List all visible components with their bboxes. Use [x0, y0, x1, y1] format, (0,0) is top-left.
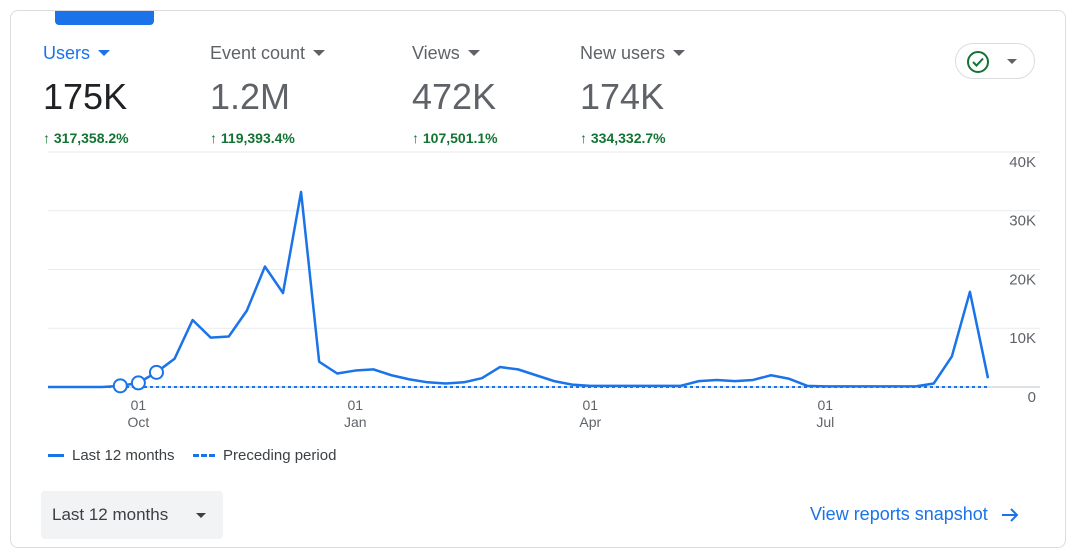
- metric-change: 107,501.1%: [422, 130, 498, 146]
- legend-swatch: [48, 454, 64, 457]
- metric-change: 119,393.4%: [220, 130, 295, 146]
- legend-label: Last 12 months: [72, 447, 175, 464]
- legend-label: Preceding period: [223, 447, 337, 464]
- y-tick-label: 20K: [1009, 271, 1036, 288]
- metric-change-row: ↑ 119,393.4%: [210, 130, 325, 146]
- metric-change: 317,358.2%: [53, 130, 129, 146]
- metric-name: Views: [412, 42, 460, 63]
- metric-change-row: ↑ 107,501.1%: [412, 130, 498, 146]
- metric-value: 174K: [580, 76, 665, 117]
- metric-value: 175K: [43, 76, 128, 117]
- metric-name: Event count: [210, 42, 306, 63]
- caret: [673, 50, 686, 56]
- metric-change: 334,332.7%: [590, 130, 666, 146]
- metric-change-row: ↑ 334,332.7%: [580, 130, 685, 146]
- range-dropdown[interactable]: Last 12 months: [41, 491, 223, 539]
- metric-label: Users: [43, 40, 129, 66]
- y-tick-label: 30K: [1009, 213, 1036, 230]
- metric-value: 472K: [412, 76, 497, 117]
- status-dropdown[interactable]: [955, 43, 1035, 79]
- x-tick-label: 01 Jul: [816, 397, 835, 430]
- view-snapshot-link[interactable]: View reports snapshot: [810, 504, 1020, 525]
- metric-value: 1.2M: [210, 76, 291, 117]
- up-arrow: ↑: [43, 130, 54, 146]
- arrow-icon: [1001, 507, 1019, 522]
- status-icon: [967, 51, 1017, 73]
- y-tick-label: 10K: [1009, 330, 1036, 347]
- y-tick-label: 40K: [1009, 154, 1036, 171]
- card: [10, 10, 1066, 548]
- point-marker: [112, 378, 128, 394]
- y-tick-label: 0: [1028, 389, 1036, 406]
- caret: [98, 50, 111, 56]
- metric[interactable]: Event count 1.2M ↑ 119,393.4%: [210, 40, 326, 146]
- up-arrow: ↑: [210, 130, 221, 146]
- x-tick-label: 01 Oct: [127, 397, 150, 430]
- up-arrow: ↑: [412, 130, 423, 146]
- metric-label: New users: [580, 40, 686, 66]
- metric-label: Event count: [210, 40, 326, 66]
- metric-label: Views: [412, 40, 498, 66]
- x-tick-label: 01 Jan: [344, 397, 367, 430]
- metric-change-row: ↑ 317,358.2%: [43, 130, 129, 146]
- metric-name: Users: [43, 42, 91, 63]
- legend-item: Preceding period: [193, 447, 336, 464]
- point-marker: [130, 375, 146, 391]
- legend-swatch: [193, 454, 215, 457]
- caret: [196, 512, 207, 518]
- caret: [467, 50, 480, 56]
- caret: [313, 50, 326, 56]
- metric[interactable]: Users 175K ↑ 317,358.2%: [43, 40, 129, 147]
- metric[interactable]: Views 472K ↑ 107,501.1%: [412, 40, 498, 147]
- metric[interactable]: New users 174K ↑ 334,332.7%: [580, 40, 686, 146]
- point-marker: [148, 364, 164, 380]
- tab-indicator: [55, 11, 154, 25]
- up-arrow: ↑: [580, 130, 591, 146]
- range-label: Last 12 months: [52, 505, 169, 524]
- metric-name: New users: [580, 42, 666, 63]
- chart: 0 10K 20K 30K 40K: [48, 151, 1040, 406]
- link-label: View reports snapshot: [810, 504, 988, 524]
- x-tick-label: 01 Apr: [579, 397, 602, 430]
- series-line: [48, 190, 990, 389]
- legend-item: Last 12 months: [48, 447, 175, 464]
